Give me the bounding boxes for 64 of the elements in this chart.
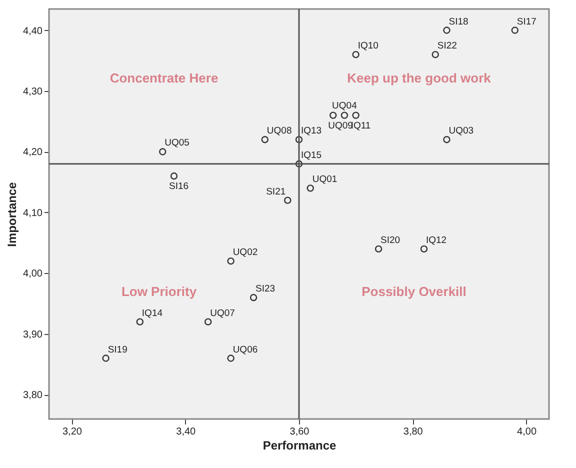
point — [102, 354, 110, 362]
y-axis-title: Importance — [5, 182, 20, 247]
data-label: UQ05 — [164, 138, 190, 149]
data-label: IQ10 — [358, 40, 378, 52]
x-axis-title: Performance — [262, 438, 337, 452]
point — [443, 136, 450, 144]
data-label: IQ14 — [142, 308, 163, 319]
point — [136, 318, 144, 326]
point — [170, 172, 178, 180]
point — [443, 26, 450, 34]
data-label: IQ13 — [301, 126, 322, 137]
point — [261, 136, 269, 144]
data-label: SI16 — [169, 181, 189, 192]
point — [250, 294, 258, 302]
data-label: SI17 — [516, 16, 536, 28]
data-label: IQ12 — [426, 234, 447, 246]
data-label: SI22 — [437, 40, 457, 52]
data-label: SI19 — [108, 344, 128, 356]
point — [511, 26, 519, 34]
point — [159, 148, 166, 156]
y-tick-label: 4,10 — [23, 208, 43, 219]
point — [420, 245, 428, 253]
y-tick-label: 3,90 — [23, 329, 43, 340]
data-label: UQ09 — [328, 120, 353, 132]
data-label: UQ01 — [312, 174, 338, 186]
y-tick-label: 4,40 — [23, 26, 43, 37]
y-tick-label: 3,80 — [23, 390, 43, 402]
data-label: SI20 — [380, 234, 400, 246]
data-label: UQ03 — [448, 126, 474, 137]
point — [432, 50, 439, 58]
point — [204, 318, 212, 326]
data-label: SI23 — [256, 284, 276, 295]
data-label: UQ04 — [332, 100, 357, 112]
data-label: SI18 — [448, 16, 468, 28]
data-label: IQ15 — [301, 150, 322, 161]
x-tick-label: 4,00 — [517, 426, 537, 438]
data-label: UQ07 — [210, 308, 235, 319]
data-label: UQ08 — [266, 126, 292, 137]
x-tick-label: 3,20 — [62, 426, 82, 438]
y-tick-label: 4,30 — [23, 86, 43, 98]
point — [284, 196, 292, 204]
point — [295, 136, 303, 144]
x-tick-label: 3,40 — [176, 426, 196, 438]
point — [306, 184, 314, 192]
y-tick-label: 4,20 — [23, 147, 43, 158]
data-label: UQ02 — [232, 247, 258, 258]
point — [227, 257, 234, 265]
annotation: Low Priority — [121, 284, 198, 299]
annotation: Concentrate Here — [110, 70, 218, 86]
point — [352, 112, 360, 119]
point — [374, 245, 382, 253]
data-label: UQ06 — [232, 344, 258, 356]
x-tick-label: 3,60 — [290, 426, 310, 438]
annotation: Possibly Overkill — [362, 284, 466, 299]
point — [227, 354, 234, 362]
data-label: IQ11 — [350, 120, 371, 132]
point — [295, 160, 303, 168]
point — [352, 50, 360, 58]
x-tick-label: 3,80 — [403, 426, 424, 438]
annotation: Keep up the good work — [347, 70, 492, 86]
data-label: SI21 — [266, 186, 286, 198]
y-tick-label: 4,00 — [23, 268, 43, 280]
point — [329, 112, 337, 119]
point — [340, 112, 348, 119]
